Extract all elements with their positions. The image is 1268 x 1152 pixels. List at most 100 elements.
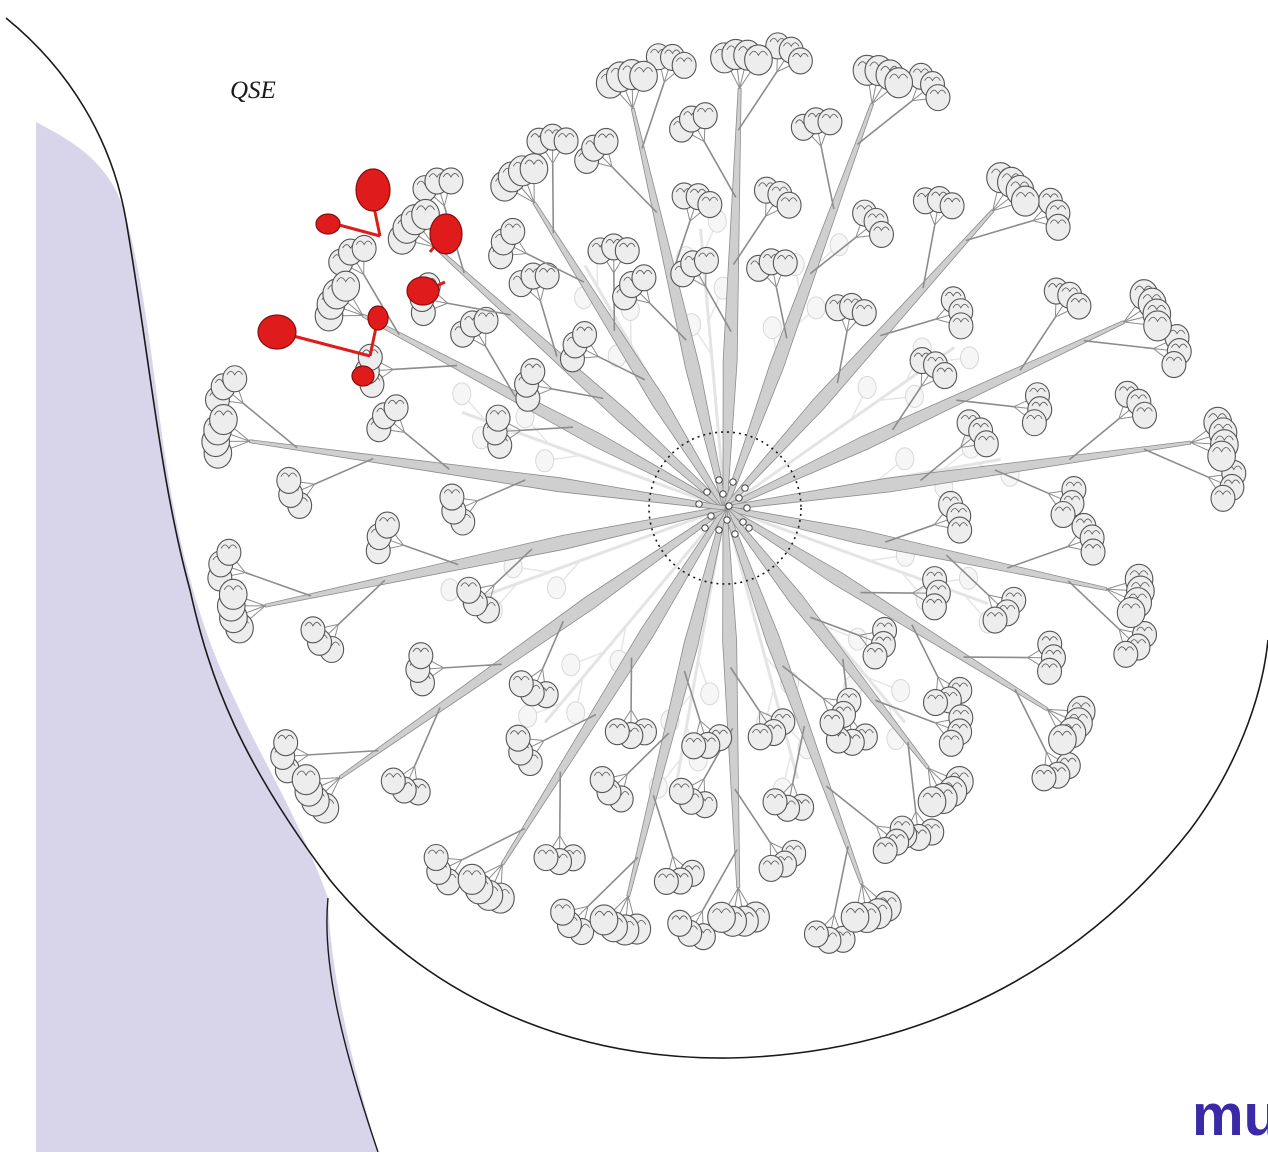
lobule	[667, 909, 693, 937]
lobule-body	[351, 234, 377, 262]
lobule-texture	[840, 693, 858, 699]
lobule-body	[947, 516, 973, 544]
lobule-texture	[1029, 387, 1046, 393]
lobule-texture	[1117, 646, 1134, 652]
lobule-texture	[1165, 356, 1183, 362]
terminal-duct	[244, 597, 266, 607]
lobule	[938, 729, 964, 757]
side-branch	[587, 856, 639, 907]
lobule-texture	[978, 435, 995, 441]
lobule-texture	[223, 585, 243, 591]
duct-opening	[735, 494, 743, 502]
side-branch	[551, 388, 604, 400]
side-branch	[597, 355, 646, 381]
lobule-body	[273, 729, 299, 757]
side-branch	[820, 146, 835, 210]
side-branch	[1067, 580, 1120, 630]
lobule-texture	[304, 621, 322, 627]
lobule-texture	[808, 926, 825, 931]
lobule	[973, 430, 999, 458]
lobule-body	[1132, 401, 1158, 429]
side-branch	[922, 224, 936, 289]
highlighted-lobules	[257, 168, 463, 387]
lobule-body	[938, 729, 964, 757]
lobule-texture	[776, 856, 793, 862]
lobule-body	[917, 786, 947, 818]
lobule-body	[922, 689, 949, 717]
terminal-duct	[737, 887, 743, 910]
terminal-duct	[510, 253, 527, 256]
lobule-texture	[856, 304, 873, 310]
terminal-duct	[927, 767, 949, 778]
terminal-duct	[935, 719, 952, 724]
faint-lobule	[848, 627, 868, 651]
lobule	[550, 898, 576, 926]
lobule-texture	[875, 636, 892, 642]
lobule	[593, 127, 619, 155]
terminal-duct	[318, 777, 341, 780]
terminal-duct	[322, 623, 339, 629]
chest-wall	[36, 122, 378, 1152]
nipple-areola-complex	[648, 431, 802, 585]
terminal-duct	[726, 887, 739, 908]
lobule-texture	[923, 824, 940, 830]
lobule-body	[1080, 538, 1106, 566]
terminal-duct	[387, 544, 404, 550]
lobule-texture	[462, 870, 482, 876]
lobule-body	[209, 404, 238, 436]
lobule-body	[817, 108, 843, 136]
duct-opening	[729, 478, 737, 486]
lobule-body	[840, 901, 870, 933]
lobule-body	[276, 466, 302, 495]
lobule-body	[884, 67, 914, 99]
lobule	[758, 854, 784, 882]
lobule-body	[1031, 764, 1057, 792]
lobule	[589, 904, 619, 936]
side-branch	[1083, 339, 1154, 350]
lobule-texture	[927, 694, 944, 700]
lobule-texture	[442, 173, 460, 178]
lobule-texture	[226, 370, 243, 376]
terminal-duct	[855, 235, 872, 239]
lobule-texture	[685, 737, 702, 743]
lobule-body	[216, 538, 242, 566]
duct-opening	[701, 524, 709, 532]
lobule-texture	[565, 849, 582, 855]
lobule-texture	[658, 873, 675, 879]
lobule-body	[505, 724, 531, 752]
lobule-body	[218, 578, 248, 610]
lobule-body	[803, 920, 829, 948]
terminal-duct	[861, 883, 866, 906]
duct-opening	[715, 526, 723, 534]
side-branch	[404, 431, 450, 470]
terminal-duct	[1048, 490, 1065, 494]
terminal-duct	[244, 605, 266, 614]
lobule-texture	[504, 223, 521, 229]
lobule-texture	[1035, 769, 1053, 775]
terminal-duct	[519, 185, 535, 204]
side-branch	[461, 827, 526, 861]
lobule-texture	[749, 50, 768, 57]
duct-opening	[703, 488, 711, 496]
lobule-texture	[1084, 544, 1102, 549]
lobule-texture	[477, 312, 495, 318]
lobule	[331, 270, 361, 302]
lobule-body	[758, 854, 784, 882]
lobule-texture	[1041, 663, 1058, 669]
lobule-body	[1210, 484, 1236, 512]
lobule-texture	[1136, 407, 1153, 413]
lobule	[1210, 484, 1236, 512]
terminal-duct	[427, 667, 444, 670]
terminal-duct	[528, 738, 545, 741]
lobule-texture	[927, 356, 944, 362]
lobule	[1037, 657, 1063, 685]
terminal-duct	[631, 86, 634, 109]
side-branch	[314, 457, 374, 485]
lobule-texture	[880, 65, 900, 72]
terminal-duct	[227, 400, 244, 404]
faint-lobule	[535, 449, 555, 473]
side-branch	[701, 849, 738, 912]
terminal-duct	[992, 197, 1011, 212]
side-branch	[945, 554, 989, 596]
